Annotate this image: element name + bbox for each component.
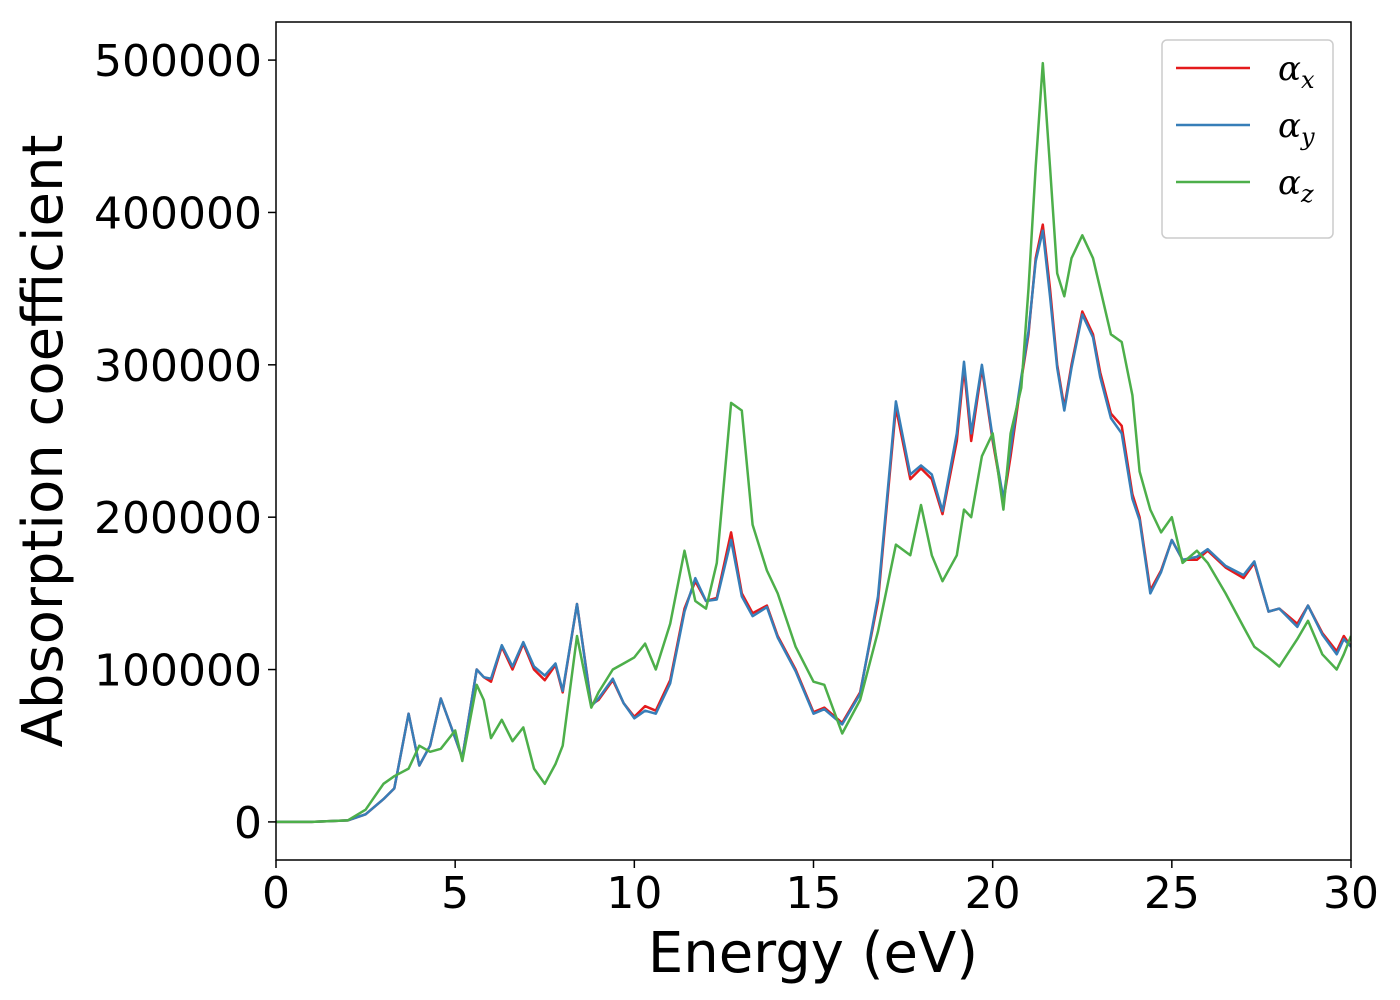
legend-subscript: x bbox=[1301, 66, 1315, 94]
y-tick-label: 200000 bbox=[94, 493, 262, 544]
y-tick-label: 100000 bbox=[94, 646, 262, 697]
y-axis-label: Absorption coefficient bbox=[11, 135, 76, 748]
x-axis-label: Energy (eV) bbox=[648, 921, 978, 986]
legend-subscript: z bbox=[1300, 180, 1314, 208]
x-tick-label: 20 bbox=[965, 868, 1021, 919]
x-tick-label: 15 bbox=[786, 868, 842, 919]
legend-subscript: y bbox=[1300, 123, 1315, 151]
legend-box bbox=[1161, 39, 1334, 239]
x-tick-label: 25 bbox=[1144, 868, 1200, 919]
line-series bbox=[276, 61, 1351, 824]
x-tick-label: 10 bbox=[606, 868, 662, 919]
y-tick-label: 300000 bbox=[94, 341, 262, 392]
line-series bbox=[276, 223, 1351, 824]
line-series bbox=[276, 229, 1351, 824]
x-tick-label: 30 bbox=[1323, 868, 1379, 919]
x-tick-label: 5 bbox=[441, 868, 469, 919]
y-tick-label: 0 bbox=[234, 798, 262, 849]
x-tick-label: 0 bbox=[262, 868, 290, 919]
plot-frame bbox=[275, 21, 1352, 861]
y-tick-label: 400000 bbox=[94, 188, 262, 239]
y-tick-label: 500000 bbox=[94, 36, 262, 87]
